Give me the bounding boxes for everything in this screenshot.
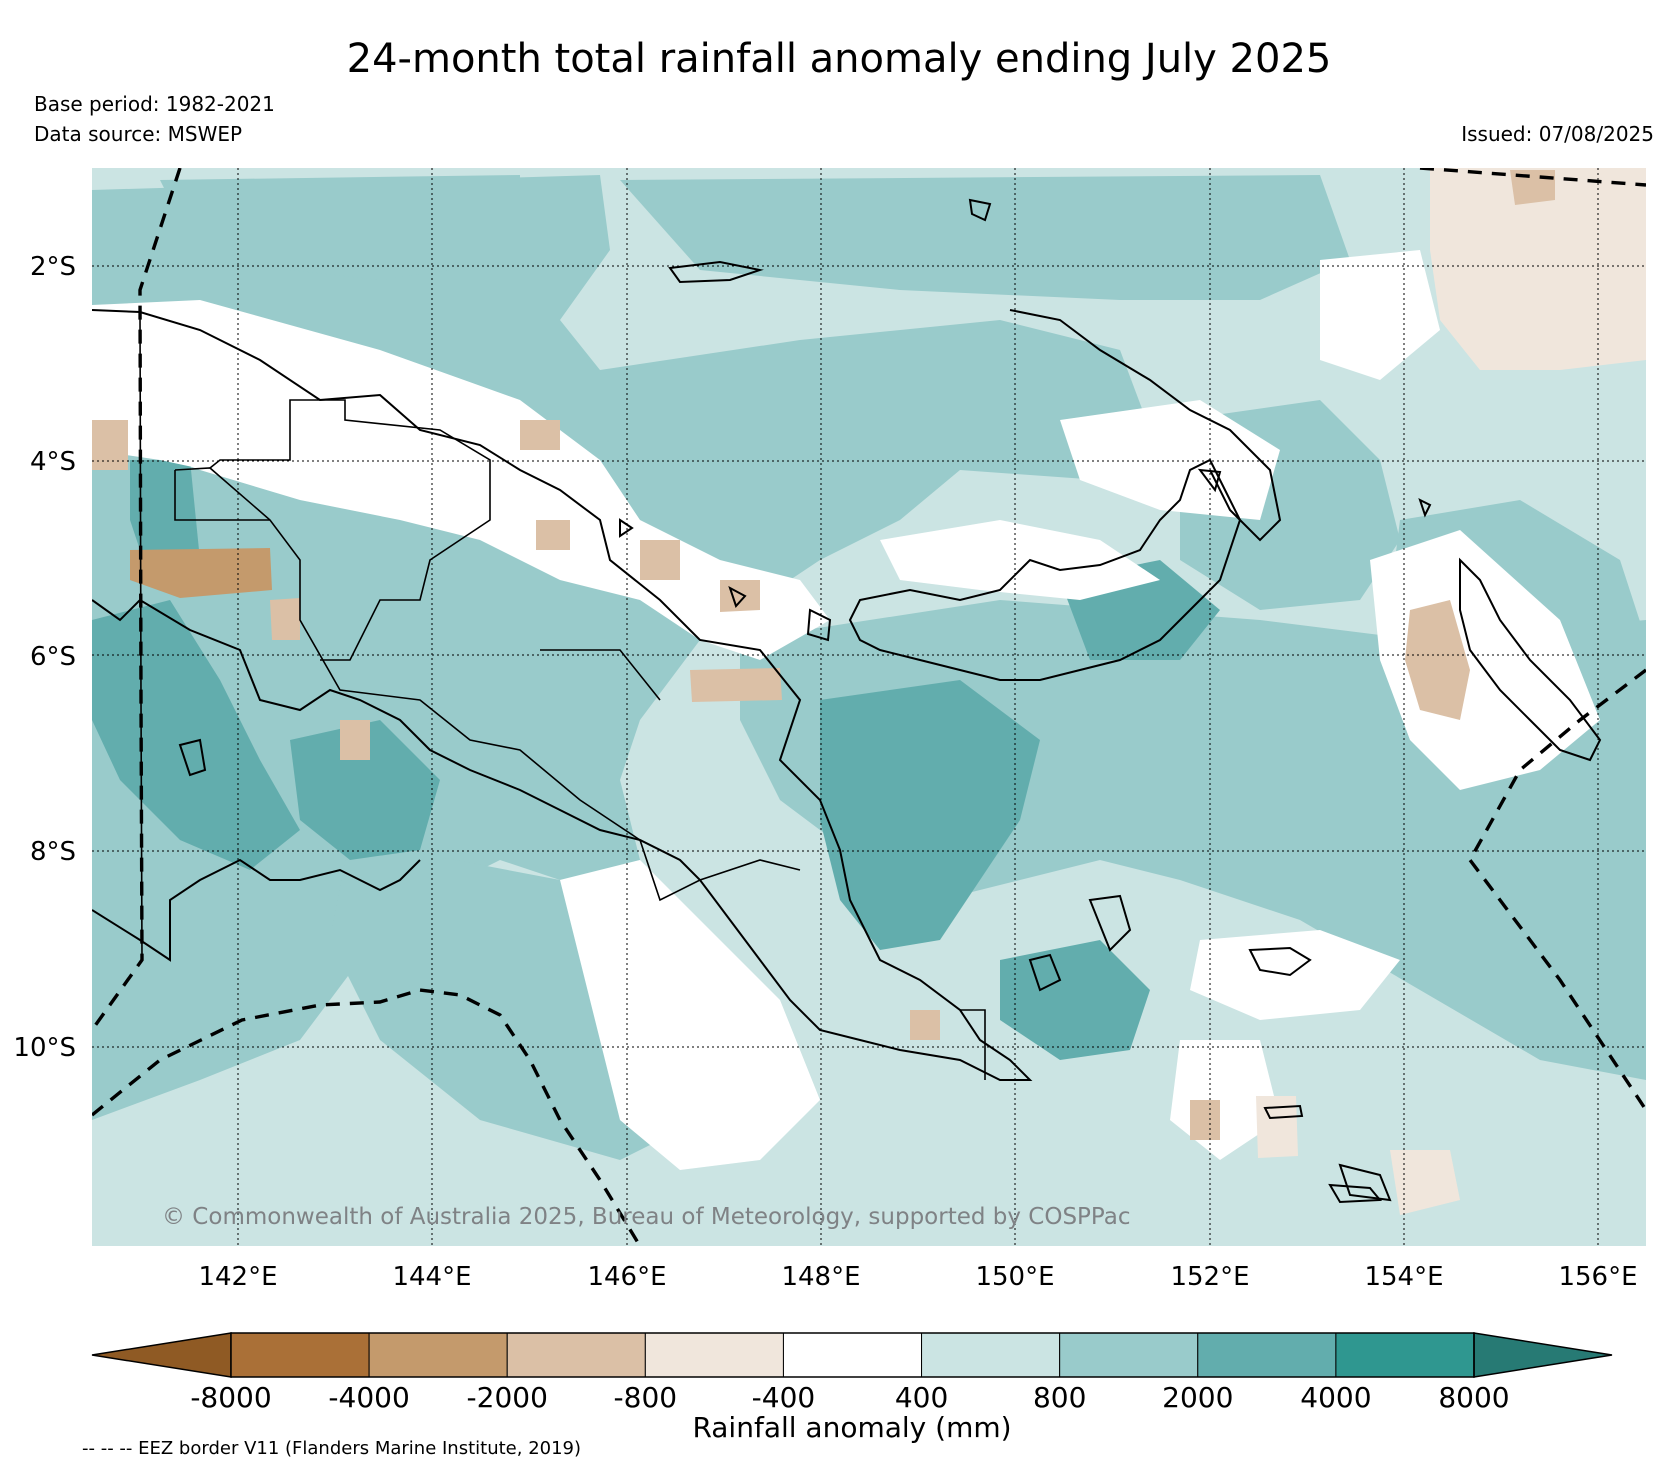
anomaly-region-2000-4000: [290, 720, 440, 860]
eez-border-note: -- -- -- EEZ border V11 (Flanders Marine…: [82, 1438, 582, 1459]
graticule: [92, 168, 1646, 1246]
colorbar-tick-label: 400: [895, 1381, 948, 1414]
colorbar-segment: [921, 1332, 1061, 1378]
anomaly-region-dry: [640, 540, 680, 580]
colorbar-segment: [1059, 1332, 1199, 1378]
colorbar-tick-label: -2000: [467, 1381, 548, 1414]
anomaly-region-2000-4000: [1000, 940, 1150, 1060]
colorbar-segment: [644, 1332, 784, 1378]
colorbar-title: Rainfall anomaly (mm): [692, 1411, 1011, 1444]
lon-label: 156°E: [1558, 1262, 1637, 1292]
colorbar-over-triangle: [1473, 1332, 1613, 1378]
lat-label: 4°S: [30, 447, 76, 477]
colorbar-segment: [230, 1332, 370, 1378]
lat-label: 8°S: [30, 837, 76, 867]
lon-label: 144°E: [392, 1262, 471, 1292]
copyright-notice: © Commonwealth of Australia 2025, Bureau…: [162, 1204, 1131, 1230]
lat-label: 10°S: [13, 1033, 76, 1063]
colorbar-segment: [506, 1332, 646, 1378]
anomaly-region-dry: [520, 420, 560, 450]
colorbar-tick-label: -800: [614, 1381, 678, 1414]
latitude-labels: 2°S 4°S 6°S 8°S 10°S: [13, 252, 76, 1063]
colorbar-segment: [782, 1332, 923, 1378]
colorbar-tick-label: -400: [752, 1381, 816, 1414]
data-source-text: Data source: MSWEP: [34, 122, 243, 146]
anomaly-region-dry: [92, 420, 128, 470]
anomaly-region-800-2000: [620, 175, 1350, 300]
colorbar-tick-label: -8000: [190, 1381, 271, 1414]
lon-label: 146°E: [587, 1262, 666, 1292]
lat-label: 2°S: [30, 252, 76, 282]
anomaly-region-neutral: [1320, 250, 1440, 380]
anomaly-region-neutral: [560, 860, 820, 1170]
anomaly-region-dry: [1430, 168, 1646, 370]
issued-date-text: Issued: 07/08/2025: [1461, 122, 1654, 146]
anomaly-region-dry: [130, 548, 272, 598]
anomaly-region-neutral: [1370, 530, 1600, 790]
colorbar-tick-label: 4000: [1300, 1381, 1371, 1414]
anomaly-region-2000-4000: [820, 680, 1040, 950]
lon-label: 148°E: [781, 1262, 860, 1292]
anomaly-region-dry: [536, 520, 570, 550]
anomaly-region-800-2000: [330, 840, 700, 1160]
anomaly-region-2000-4000: [92, 600, 300, 870]
anomaly-region-dry: [340, 720, 370, 760]
anomaly-region-dry: [1256, 1096, 1298, 1158]
anomaly-region-800-2000: [160, 175, 520, 280]
anomaly-region-neutral: [1190, 930, 1400, 1020]
colorbar-tick-label: 2000: [1162, 1381, 1233, 1414]
colorbar-segment: [368, 1332, 508, 1378]
colorbar: -8000 -4000 -2000 -800 -400 400 800 2000 4000 800…: [91, 1332, 1613, 1444]
anomaly-region-neutral: [92, 380, 520, 520]
anomaly-region-dry: [1390, 1150, 1460, 1215]
lon-label: 152°E: [1170, 1262, 1249, 1292]
colorbar-frame: [230, 1332, 1475, 1378]
lon-label: 154°E: [1364, 1262, 1443, 1292]
anomaly-region-dry: [270, 598, 300, 640]
eez-borders: [92, 168, 1646, 1246]
colorbar-tick-label: 800: [1033, 1381, 1086, 1414]
anomaly-region-dry: [1190, 1100, 1220, 1140]
anomaly-region-dry: [720, 580, 760, 612]
colorbar-tick-label: 8000: [1438, 1381, 1509, 1414]
lon-label: 142°E: [198, 1262, 277, 1292]
colorbar-segment: [1197, 1332, 1337, 1378]
colorbar-under-triangle: [91, 1332, 232, 1378]
base-period-text: Base period: 1982-2021: [34, 92, 275, 116]
lat-label: 6°S: [30, 642, 76, 672]
lon-label: 150°E: [975, 1262, 1054, 1292]
colorbar-segment: [1335, 1332, 1475, 1378]
colorbar-tick-label: -4000: [328, 1381, 409, 1414]
anomaly-region-neutral: [880, 520, 1160, 600]
map-area: [92, 168, 1646, 1246]
longitude-labels: 142°E 144°E 146°E 148°E 150°E 152°E 154°…: [198, 1262, 1637, 1292]
anomaly-region-dry: [910, 1010, 940, 1040]
anomaly-region-dry: [690, 668, 782, 702]
anomaly-region-dry: [1405, 600, 1470, 720]
map-title: 24-month total rainfall anomaly ending J…: [346, 36, 1332, 82]
